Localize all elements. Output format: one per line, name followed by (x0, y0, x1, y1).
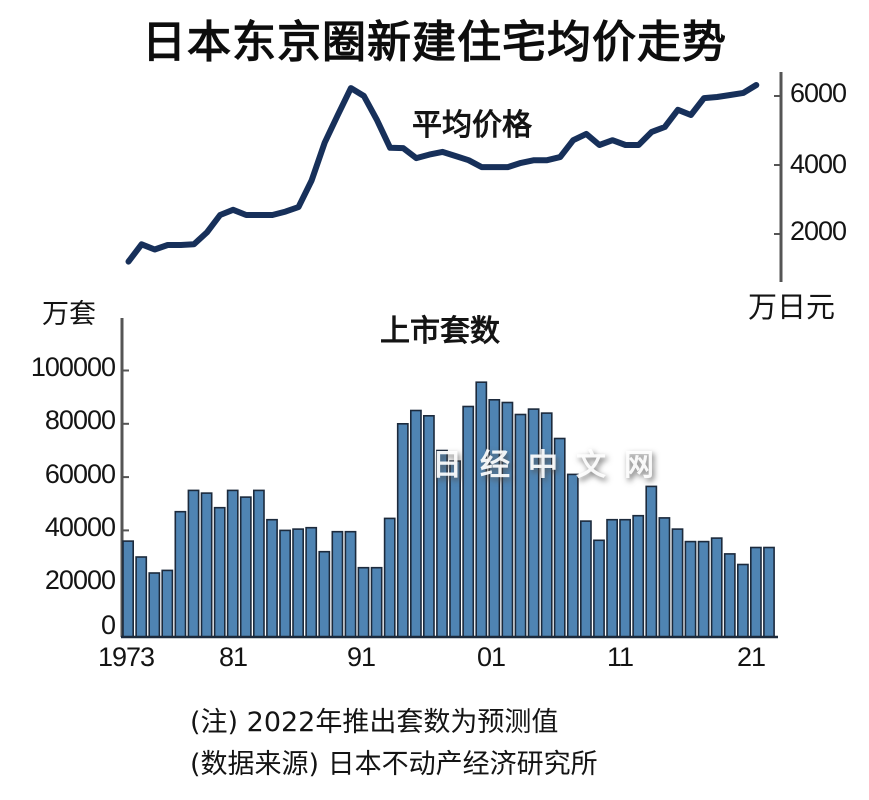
line-series-label: 平均价格 (412, 108, 532, 143)
bar-1980 (213, 506, 226, 638)
bar-2010 (606, 518, 618, 638)
bar-2014 (658, 517, 671, 638)
average-price-line (125, 82, 760, 265)
bar-1983 (253, 489, 265, 638)
bar-1995 (409, 409, 422, 638)
bar-1990 (344, 530, 357, 638)
bar-1992 (370, 566, 383, 638)
x-tick-01: 01 (477, 642, 506, 672)
units-tick-60000: 60000 (44, 459, 116, 489)
bar-2018 (710, 537, 723, 638)
bar-1994 (396, 422, 409, 638)
bar-2019 (723, 553, 736, 638)
bar-1977 (174, 510, 187, 638)
bar-1986 (292, 528, 304, 638)
bar-2008 (579, 520, 592, 638)
bar-1982 (239, 496, 252, 638)
units-unit-label: 万套 (42, 299, 96, 330)
bar-1985 (279, 529, 291, 638)
bar-series-label: 上市套数 (380, 314, 500, 349)
bar-2013 (645, 485, 658, 638)
listing-bars (122, 381, 775, 638)
bar-2001 (488, 398, 501, 638)
price-tick-4000: 4000 (790, 149, 847, 179)
bar-2012 (632, 514, 645, 638)
units-tick-0: 0 (100, 610, 116, 640)
bar-2016 (684, 540, 697, 638)
x-tick-21: 21 (737, 642, 766, 672)
units-tick-20000: 20000 (44, 565, 116, 595)
x-tick-91: 91 (347, 642, 376, 672)
x-tick-1973: 1973 (98, 642, 155, 672)
units-tick-40000: 40000 (44, 512, 116, 542)
price-tick-6000: 6000 (790, 78, 847, 108)
bar-2021 (749, 546, 762, 638)
bar-2015 (671, 528, 684, 638)
bar-1991 (357, 566, 370, 638)
bar-2009 (593, 539, 605, 638)
x-tick-81: 81 (219, 642, 248, 672)
bar-1981 (226, 489, 239, 638)
units-tick-100000: 100000 (30, 352, 116, 382)
price-tick-2000: 2000 (790, 216, 847, 246)
bar-1975 (148, 572, 161, 638)
bar-1973 (122, 540, 134, 638)
bar-1976 (161, 569, 174, 638)
bar-2002 (501, 401, 514, 638)
bar-2020 (736, 563, 749, 638)
footnote: (注) 2022年推出套数为预测值 (190, 707, 559, 738)
bar-1984 (266, 518, 278, 638)
bar-1989 (331, 530, 344, 638)
x-tick-11: 11 (607, 642, 634, 672)
bar-1988 (318, 550, 331, 638)
price-axis-ticks (774, 95, 781, 235)
bar-2000 (475, 381, 488, 638)
bar-1978 (187, 489, 200, 638)
bar-2007 (566, 473, 579, 638)
bar-1987 (305, 526, 318, 638)
bar-2022 (763, 546, 775, 638)
bar-1998 (449, 460, 461, 638)
price-unit-label: 万日元 (748, 290, 836, 324)
units-tick-80000: 80000 (44, 405, 116, 435)
bar-1979 (200, 492, 213, 638)
bar-1993 (383, 517, 396, 638)
bar-2017 (697, 540, 710, 638)
data-source: (数据来源) 日本不动产经济研究所 (190, 749, 598, 780)
chart-title: 日本东京圈新建住宅均价走势 (142, 17, 727, 68)
watermark: 日经中文网 (432, 448, 672, 483)
bar-1974 (135, 556, 148, 638)
bar-2011 (619, 518, 631, 638)
